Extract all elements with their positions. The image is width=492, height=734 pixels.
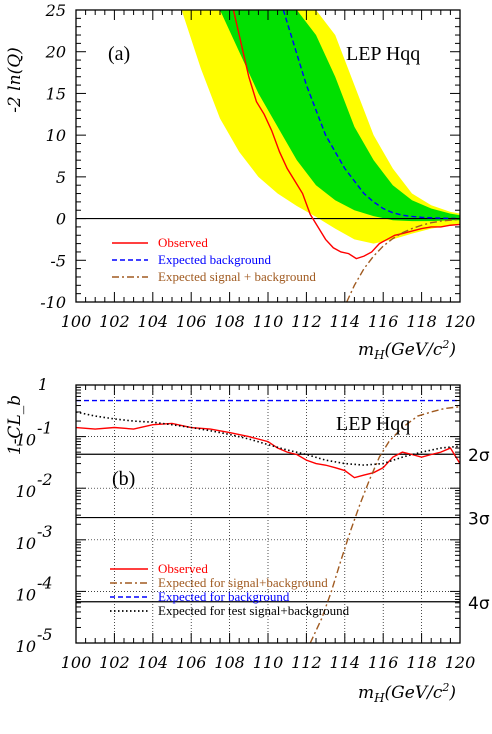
ytick-exp-b: -4 [37,573,53,592]
legend-text-a-1: Expected background [158,252,271,267]
series-b-0 [76,422,460,479]
ylabel-a: -2 ln(Q) [5,47,25,113]
ytick-label-a: 5 [56,168,66,187]
xtick-label-a: 104 [138,312,169,331]
panel-label-a: (a) [108,43,130,65]
series-a-0 [232,10,460,260]
ytick-label-a: 10 [46,126,66,145]
ytick-label-a: -10 [40,293,66,312]
ytick-exp-b: -1 [37,419,53,438]
ytick-label-a: -5 [50,251,66,270]
ytick-label-b: 10 [16,482,36,501]
xtick-label-b: 106 [176,653,207,672]
legend-text-b-0: Observed [158,561,208,576]
xtick-label-b: 108 [214,653,245,672]
legend-text-b-2: Expected for background [158,589,290,604]
xtick-label-b: 100 [61,653,92,672]
xtick-label-a: 114 [330,312,361,331]
xtick-label-a: 118 [406,312,437,331]
ytick-label-b: 1 [38,375,48,394]
panel-label-b: (b) [112,468,135,490]
legend-text-a-0: Observed [158,235,208,250]
plot-area-b [76,385,460,643]
xlabel-b: mH(GeV/c2) [358,681,456,705]
ytick-label-a: 25 [45,1,66,20]
plot-area-a [76,10,460,302]
xtick-label-b: 116 [368,653,399,672]
xtick-label-a: 110 [253,312,284,331]
sigma-label-2: 4σ [468,594,490,614]
series-a-2 [346,218,460,302]
xtick-label-a: 102 [99,312,130,331]
xtick-label-b: 118 [406,653,437,672]
xlabel-a: mH(GeV/c2) [358,338,456,362]
ytick-label-a: 0 [56,210,66,229]
ytick-label-a: 15 [46,84,66,103]
xtick-label-b: 102 [99,653,130,672]
panel-b: 100 102 104 106 108 110 112 114 116 118 120110-110… [5,375,490,705]
legend-text-b-3: Expected for test signal+background [158,603,350,618]
ytick-exp-b: -2 [37,470,53,489]
panel-a: 100 102 104 106 108 110 112 114 116 118 120 -10 -5 0 5… [5,1,475,362]
series-b-1 [309,405,460,643]
series-b-3 [76,411,460,466]
ytick-label-b: 10 [16,534,36,553]
xtick-label-b: 120 [445,653,476,672]
xtick-label-a: 108 [214,312,245,331]
ytick-label-b: 10 [16,585,36,604]
band-1sigma [220,10,460,222]
ytick-label-b: 10 [16,431,36,450]
xtick-label-b: 110 [253,653,284,672]
experiment-label-a: LEP Hqq [346,43,420,65]
xtick-label-b: 104 [138,653,169,672]
xtick-label-a: 100 [61,312,92,331]
xtick-label-b: 112 [291,653,322,672]
ytick-label-a: 20 [45,43,66,62]
ytick-label-b: 10 [16,637,36,656]
xtick-label-a: 106 [176,312,207,331]
xtick-label-b: 114 [330,653,361,672]
xtick-label-a: 112 [291,312,322,331]
legend-text-a-2: Expected signal + background [158,269,316,284]
experiment-label-b: LEP Hqq [336,413,410,435]
sigma-label-1: 3σ [468,510,490,530]
legend-text-b-1: Expected for signal+background [158,575,328,590]
sigma-label-0: 2σ [468,446,490,466]
ylabel-b: 1-CL_b [5,395,25,455]
ytick-exp-b: -5 [37,625,53,644]
xtick-label-a: 120 [445,312,476,331]
ytick-exp-b: -3 [37,522,53,541]
xtick-label-a: 116 [368,312,399,331]
series-a-1 [282,10,460,220]
